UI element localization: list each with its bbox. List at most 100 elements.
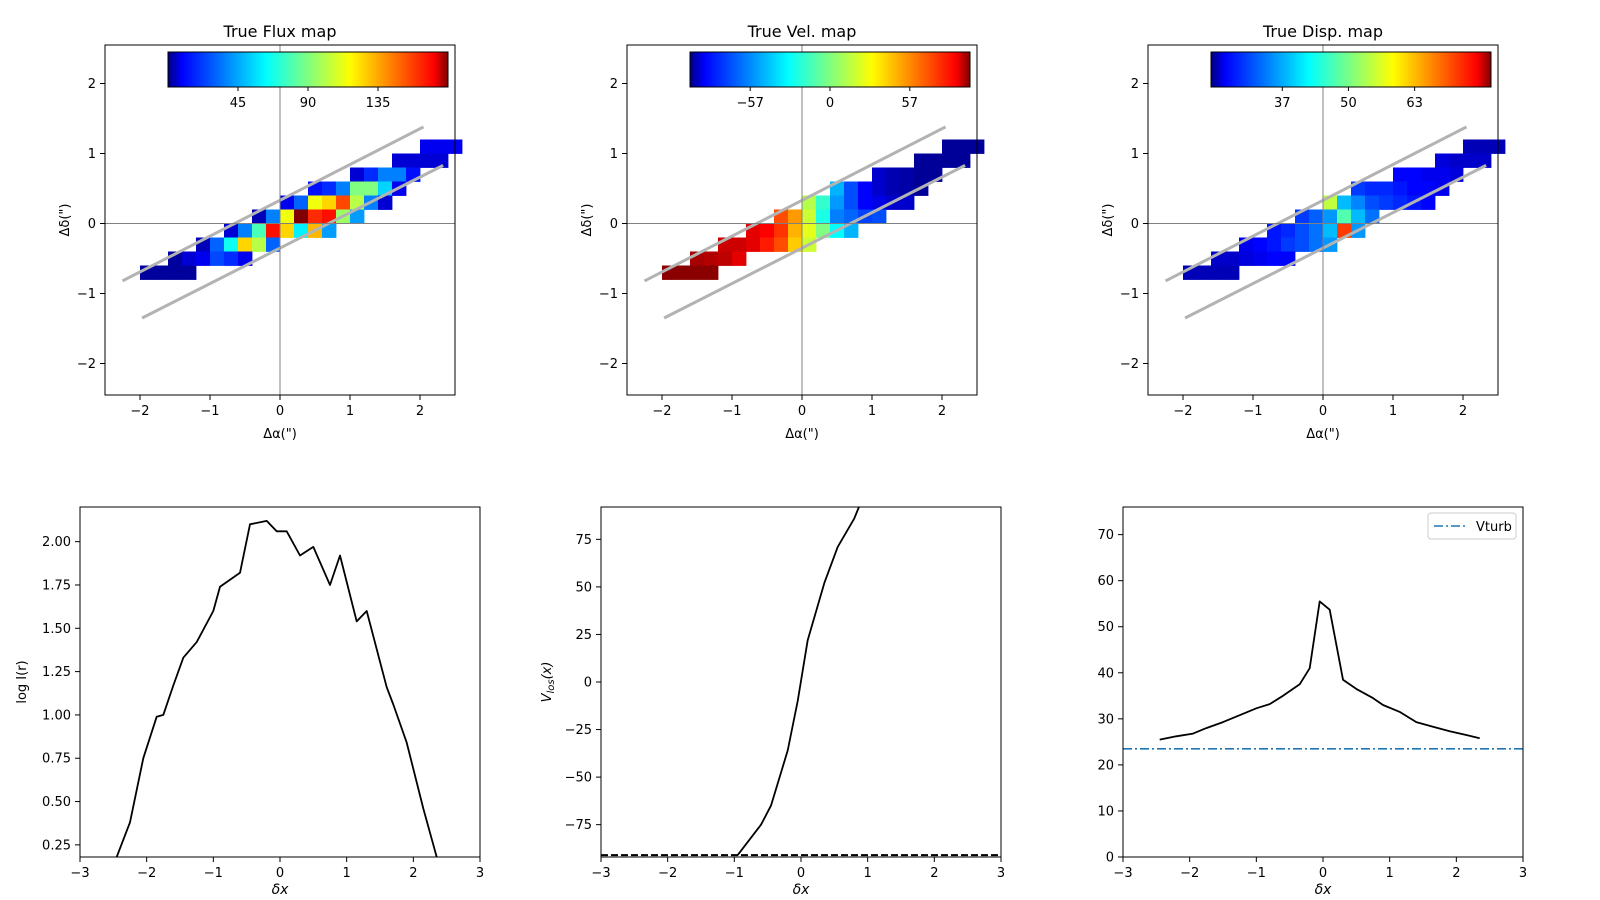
- map-pixel: [1267, 251, 1282, 266]
- map-pixel: [364, 181, 379, 196]
- map-pixel: [886, 167, 901, 182]
- map-pixel: [1323, 223, 1338, 238]
- map-pixel: [732, 251, 747, 266]
- legend: Vturb: [1427, 512, 1517, 540]
- map-pixel: [406, 153, 421, 168]
- y-axis-label: log I(r): [15, 660, 30, 703]
- map-pixel: [1295, 237, 1310, 252]
- map-pixel: [378, 167, 393, 182]
- x-axis-label: δx: [272, 882, 290, 898]
- map-pixel: [676, 265, 691, 280]
- map-pixel: [956, 153, 971, 168]
- x-tick-label: 3: [1519, 866, 1527, 881]
- axes-frame: [1122, 506, 1524, 858]
- y-tick-label: 1.25: [42, 665, 71, 680]
- y-tick-label: 20: [1097, 758, 1114, 773]
- x-tick-label: −2: [137, 866, 156, 881]
- y-tick-label: 0: [1106, 851, 1114, 866]
- map-pixel: [280, 223, 295, 238]
- map-pixel: [844, 223, 859, 238]
- map-pixel: [872, 209, 887, 224]
- y-tick-label: −1: [599, 287, 618, 302]
- map-pixel: [760, 223, 775, 238]
- y-tick-label: 10: [1097, 804, 1114, 819]
- x-tick-label: −2: [130, 404, 149, 419]
- x-tick-label: 2: [938, 404, 946, 419]
- colorbar: [1210, 51, 1492, 88]
- map-pixel: [788, 209, 803, 224]
- map-pixel: [1435, 167, 1450, 182]
- map-pixel: [350, 167, 365, 182]
- map-pixel: [802, 223, 817, 238]
- y-tick-label: 25: [575, 628, 592, 643]
- y-tick-label: 0.75: [42, 752, 71, 767]
- x-tick-label: 0: [276, 404, 284, 419]
- map-pixel: [704, 265, 719, 280]
- map-pixel: [1351, 209, 1366, 224]
- panel-vel-map: True Vel. map −57 0 57 −2 −1 0 1 2 −2 −1 0 1 2 Δα(")…: [580, 22, 985, 442]
- colorbar-tick-label: −57: [736, 96, 763, 111]
- map-pixel: [732, 237, 747, 252]
- map-pixel: [1253, 251, 1268, 266]
- map-pixel: [168, 265, 183, 280]
- y-tick-label: 30: [1097, 712, 1114, 727]
- x-axis-label: Δα("): [1306, 427, 1340, 442]
- heatmap-area: −57 0 57 −2 −1 0 1 2 −2 −1 0 1 2: [599, 44, 985, 419]
- colorbar-tick-label: 37: [1274, 96, 1291, 111]
- panel-vel-profile: −3 −2 −1 0 1 2 3 −75 −50 −25 0 25 50 75 δx Vlos(x): [540, 506, 1005, 898]
- map-pixel: [1337, 195, 1352, 210]
- map-pixel: [252, 237, 267, 252]
- map-pixel: [774, 223, 789, 238]
- y-axis-label: Vlos(x): [540, 662, 557, 703]
- map-pixel: [1225, 251, 1240, 266]
- x-axis-label: Δα("): [785, 427, 819, 442]
- map-pixel: [364, 167, 379, 182]
- map-pixel: [434, 139, 449, 154]
- x-tick-label: 1: [346, 404, 354, 419]
- map-pixel: [1407, 181, 1422, 196]
- slit-edge-line: [663, 164, 966, 320]
- y-tick-label: 2.00: [42, 535, 71, 550]
- x-tick-label: −1: [725, 866, 744, 881]
- x-tick-label: −1: [722, 404, 741, 419]
- map-pixel: [420, 153, 435, 168]
- map-pixel: [1463, 139, 1478, 154]
- colorbar-tick-label: 135: [366, 96, 391, 111]
- map-pixel: [872, 181, 887, 196]
- map-pixel: [1337, 209, 1352, 224]
- chart-title: True Vel. map: [747, 22, 857, 41]
- plot-clip: [115, 519, 438, 857]
- x-tick-label: −3: [70, 866, 89, 881]
- heatmap-area: 45 90 135 −2 −1 0 1 2 −2 −1 0 1 2: [77, 44, 463, 419]
- map-pixel: [1379, 195, 1394, 210]
- x-tick-label: −2: [1180, 866, 1199, 881]
- map-pixel: [1421, 167, 1436, 182]
- y-tick-label: 1: [610, 147, 618, 162]
- chart-title: True Flux map: [223, 22, 337, 41]
- x-tick-label: −2: [1173, 404, 1192, 419]
- map-pixel: [690, 265, 705, 280]
- map-pixel: [210, 237, 225, 252]
- x-tick-label: 1: [864, 866, 872, 881]
- y-tick-label: 60: [1097, 574, 1114, 589]
- heatmap-area: 37 50 63 −2 −1 0 1 2 −2 −1 0 1 2: [1120, 44, 1506, 419]
- map-pixel: [900, 195, 915, 210]
- map-pixel: [154, 265, 169, 280]
- map-pixel: [1463, 153, 1478, 168]
- colorbar: [689, 51, 971, 88]
- line-plot-area: −3 −2 −1 0 1 2 3 0.25 0.50 0.75 1.00 1.25 1.50 1.75 2.…: [42, 506, 484, 881]
- x-tick-label: 0: [797, 866, 805, 881]
- x-tick-label: 3: [476, 866, 484, 881]
- slit-edge-line: [1164, 125, 1468, 283]
- colorbar-tick-label: 90: [300, 96, 317, 111]
- colorbar-tick-label: 63: [1406, 96, 1423, 111]
- map-pixel: [1323, 209, 1338, 224]
- y-tick-label: −25: [565, 723, 592, 738]
- map-pixel: [1365, 195, 1380, 210]
- y-tick-label: −1: [1120, 287, 1139, 302]
- x-axis-label: δx: [1315, 882, 1333, 898]
- map-pixel: [1239, 251, 1254, 266]
- map-pixel: [760, 237, 775, 252]
- y-tick-label: 2: [610, 77, 618, 92]
